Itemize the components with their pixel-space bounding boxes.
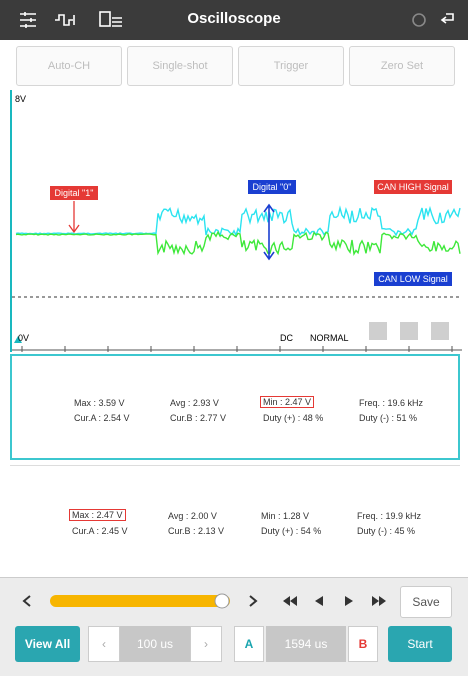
- channel-marker: [14, 336, 22, 343]
- cursor-b[interactable]: B: [348, 626, 378, 662]
- measure: Freq. : 19.6 kHz: [359, 398, 424, 408]
- scale-label: 0V: [18, 333, 29, 343]
- playback-bar: [22, 593, 386, 609]
- measure: Duty (+) : 54 %: [261, 526, 322, 536]
- play[interactable]: [345, 596, 353, 606]
- icon-button[interactable]: [400, 322, 418, 340]
- annotation: CAN HIGH Signal: [377, 182, 449, 192]
- measure: Cur.A : 2.54 V: [74, 413, 130, 423]
- time-div: 100 us: [120, 626, 190, 662]
- arrow: [68, 201, 80, 234]
- icon-button[interactable]: [431, 322, 449, 340]
- cursor-span: 1594 us: [266, 626, 346, 662]
- measure-panel: Max : 2.47 V Avg : 2.00 V Min : 1.28 V F…: [10, 465, 460, 575]
- measure: Max : 2.47 V: [69, 509, 126, 521]
- button[interactable]: Trigger: [238, 46, 344, 86]
- decrease-button[interactable]: ‹: [88, 626, 120, 662]
- rewind[interactable]: [283, 596, 297, 606]
- label-box: [374, 180, 452, 194]
- prev[interactable]: [22, 595, 31, 607]
- increase-button[interactable]: ›: [190, 626, 222, 662]
- annotation: CAN LOW Signal: [378, 274, 448, 284]
- measure: Cur.B : 2.13 V: [168, 526, 225, 536]
- scale-label: 8V: [15, 94, 26, 104]
- toolbar: Oscilloscope: [0, 0, 468, 40]
- icon-button[interactable]: [369, 322, 387, 340]
- can-high-trace: [15, 205, 461, 238]
- scope: 8V Digital "1" Digital "0" CAN HIGH Sign…: [10, 90, 462, 352]
- cursor-a[interactable]: A: [234, 626, 264, 662]
- start-button[interactable]: Start: [388, 626, 452, 662]
- save-button[interactable]: Save: [400, 586, 452, 618]
- label-box: [248, 180, 296, 194]
- coupling: DC: [280, 333, 293, 343]
- measure: Duty (-) : 45 %: [357, 526, 416, 536]
- measure: Cur.B : 2.77 V: [170, 413, 227, 423]
- view-all-button[interactable]: View All: [15, 626, 80, 662]
- can-low-trace: [15, 230, 461, 256]
- button[interactable]: Single-shot: [127, 46, 233, 86]
- measure: Min : 2.47 V: [260, 396, 315, 408]
- toolbar-icons: [20, 11, 454, 28]
- button[interactable]: Zero Set: [349, 46, 455, 86]
- title: Oscilloscope: [187, 10, 281, 27]
- measure: Avg : 2.93 V: [170, 398, 219, 408]
- measure: Duty (-) : 51 %: [359, 413, 418, 423]
- measure-panel: Max : 3.59 V Avg : 2.93 V Min : 2.47 V F…: [10, 354, 460, 460]
- measure: Avg : 2.00 V: [168, 511, 217, 521]
- measure: Cur.A : 2.45 V: [72, 526, 128, 536]
- slider-thumb[interactable]: [214, 593, 230, 609]
- forward[interactable]: [372, 596, 386, 606]
- step-back[interactable]: [315, 596, 323, 606]
- slider-track[interactable]: [50, 595, 230, 607]
- next[interactable]: [249, 595, 258, 607]
- arrow: [263, 203, 275, 261]
- measure: Min : 1.28 V: [261, 511, 310, 521]
- measure: Duty (+) : 48 %: [263, 413, 324, 423]
- measure: Freq. : 19.9 kHz: [357, 511, 422, 521]
- annotation: Digital "0": [253, 182, 292, 192]
- button[interactable]: Auto-CH: [16, 46, 122, 86]
- measure: Max : 3.59 V: [74, 398, 125, 408]
- label-box: [50, 186, 98, 200]
- mode: NORMAL: [310, 333, 349, 343]
- annotation: Digital "1": [55, 188, 94, 198]
- label-box: [374, 272, 452, 286]
